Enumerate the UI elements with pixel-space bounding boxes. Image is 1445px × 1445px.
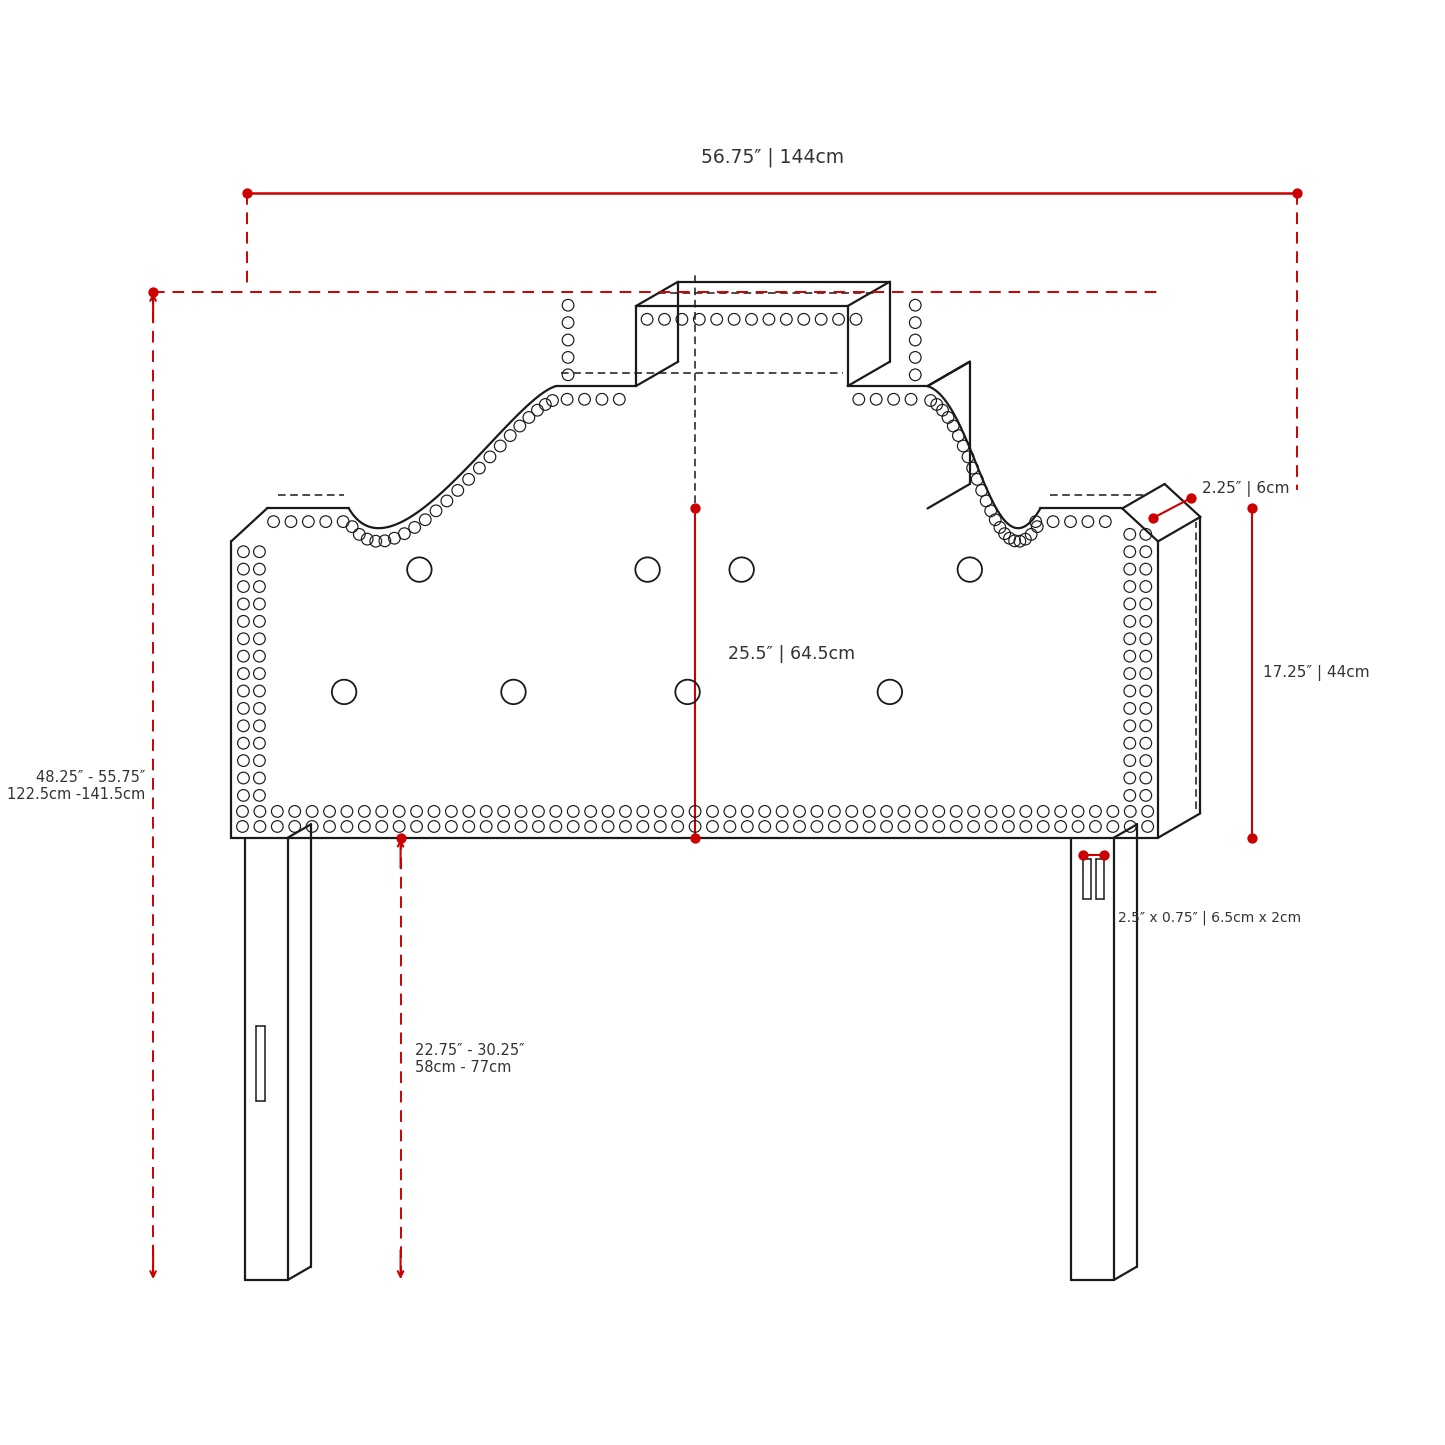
Point bbox=[389, 827, 412, 850]
Point bbox=[1179, 487, 1202, 510]
Point bbox=[236, 182, 259, 205]
Point bbox=[1092, 842, 1116, 866]
Point bbox=[1142, 506, 1165, 529]
Point bbox=[1241, 497, 1264, 520]
Text: 2.5″ x 0.75″ | 6.5cm x 2cm: 2.5″ x 0.75″ | 6.5cm x 2cm bbox=[1118, 910, 1302, 925]
Point bbox=[1241, 827, 1264, 850]
Point bbox=[683, 497, 707, 520]
Text: 2.25″ | 6cm: 2.25″ | 6cm bbox=[1202, 481, 1290, 497]
Point bbox=[683, 827, 707, 850]
Text: 22.75″ - 30.25″
58cm - 77cm: 22.75″ - 30.25″ 58cm - 77cm bbox=[415, 1043, 525, 1075]
Text: 17.25″ | 44cm: 17.25″ | 44cm bbox=[1263, 665, 1370, 681]
Point bbox=[1286, 182, 1309, 205]
Text: 48.25″ - 55.75″
122.5cm -141.5cm: 48.25″ - 55.75″ 122.5cm -141.5cm bbox=[7, 770, 146, 802]
Point bbox=[142, 280, 165, 303]
Text: 56.75″ | 144cm: 56.75″ | 144cm bbox=[701, 147, 844, 166]
Text: 25.5″ | 64.5cm: 25.5″ | 64.5cm bbox=[727, 646, 854, 663]
Point bbox=[1071, 842, 1094, 866]
